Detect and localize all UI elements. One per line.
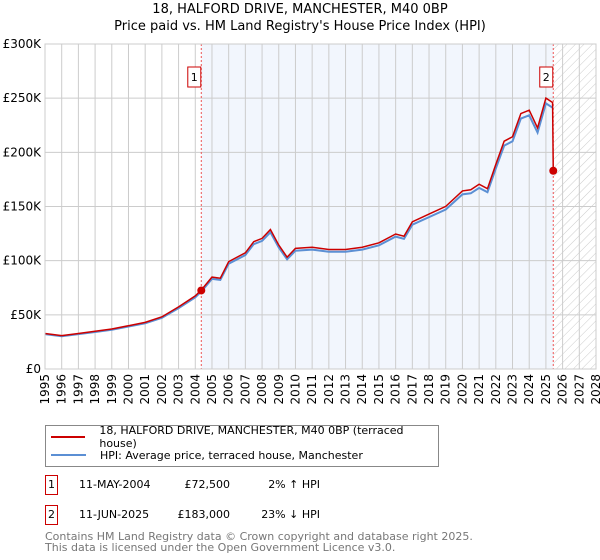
x-tick-label: 2013 xyxy=(339,374,353,405)
sale-date: 11-MAY-2004 xyxy=(79,478,151,491)
x-tick-label: 2004 xyxy=(188,374,202,405)
sale-hpi-diff: 23% ↓ HPI xyxy=(261,508,320,521)
x-tick-label: 2017 xyxy=(405,374,419,405)
x-tick-label: 2008 xyxy=(255,374,269,405)
x-tick-label: 2024 xyxy=(522,374,536,405)
y-tick-label: £0 xyxy=(26,362,41,376)
y-tick-label: £300K xyxy=(3,37,43,51)
sale-marker-badge: 1 xyxy=(45,475,58,495)
legend-item-property: 18, HALFORD DRIVE, MANCHESTER, M40 0BP (… xyxy=(46,424,438,450)
x-tick-label: 2023 xyxy=(506,374,520,405)
legend-swatch-blue xyxy=(51,454,86,456)
y-tick-label: £200K xyxy=(3,145,43,159)
x-tick-label: 2011 xyxy=(305,374,319,405)
x-tick-label: 1997 xyxy=(71,374,85,405)
sale-marker-badge: 2 xyxy=(45,505,58,525)
sale-price: £183,000 xyxy=(177,508,231,521)
x-tick-label: 2025 xyxy=(539,374,553,405)
y-tick-label: £150K xyxy=(3,200,43,214)
sale-row-2: 2 11-JUN-2025 £183,000 23% ↓ HPI xyxy=(0,505,600,525)
x-tick-label: 2022 xyxy=(489,374,503,405)
x-tick-label: 2007 xyxy=(238,374,252,405)
sale-label: 2 xyxy=(543,71,550,84)
property-line xyxy=(44,96,555,337)
sale-label-box xyxy=(539,66,554,88)
x-tick-label: 2010 xyxy=(288,374,302,405)
x-tick-label: 2028 xyxy=(589,374,600,405)
sale-point xyxy=(197,286,206,295)
x-tick-label: 2001 xyxy=(138,374,152,405)
y-tick-label: £250K xyxy=(3,91,43,105)
sale-label: 1 xyxy=(191,71,198,84)
x-tick-label: 2006 xyxy=(222,374,236,405)
x-tick-label: 2020 xyxy=(455,374,469,405)
hpi-line xyxy=(44,101,554,338)
x-tick-label: 1996 xyxy=(55,374,69,405)
sale-date: 11-JUN-2025 xyxy=(79,508,150,521)
legend-swatch-red xyxy=(51,436,86,438)
x-tick-label: 2016 xyxy=(389,374,403,405)
x-tick-label: 2012 xyxy=(322,374,336,405)
sale-price: £72,500 xyxy=(184,478,231,491)
x-tick-label: 1998 xyxy=(88,374,102,405)
x-tick-label: 2018 xyxy=(422,374,436,405)
y-tick-label: £50K xyxy=(10,308,42,322)
sale-point xyxy=(549,166,558,175)
plot-border xyxy=(44,43,597,370)
x-tick-label: 2027 xyxy=(572,374,586,405)
x-tick-label: 2014 xyxy=(355,374,369,405)
sale-hpi-diff: 2% ↑ HPI xyxy=(268,478,320,491)
legend-item-hpi: HPI: Average price, terraced house, Manc… xyxy=(46,447,363,463)
x-tick-label: 2005 xyxy=(205,374,219,405)
x-tick-label: 1999 xyxy=(105,374,119,405)
x-tick-label: 2015 xyxy=(372,374,386,405)
x-tick-label: 2003 xyxy=(172,374,186,405)
x-tick-label: 2021 xyxy=(472,374,486,405)
y-tick-label: £100K xyxy=(3,254,43,268)
x-tick-label: 2000 xyxy=(121,374,135,405)
x-tick-label: 2002 xyxy=(155,374,169,405)
legend: 18, HALFORD DRIVE, MANCHESTER, M40 0BP (… xyxy=(45,424,439,467)
x-tick-label: 2019 xyxy=(439,374,453,405)
x-tick-label: 1995 xyxy=(38,374,52,405)
sale-label-box xyxy=(187,66,202,88)
chart-title: 18, HALFORD DRIVE, MANCHESTER, M40 0BP xyxy=(152,2,448,17)
footer: Contains HM Land Registry data © Crown c… xyxy=(45,530,473,554)
plot-area: 1995 1996 1997 1998 1999 2000 2001 2002 2003 2004… xyxy=(3,37,600,405)
sale-row-1: 1 11-MAY-2004 £72,500 2% ↑ HPI xyxy=(0,475,600,495)
chart-subtitle: Price paid vs. HM Land Registry's House … xyxy=(114,19,486,34)
x-tick-label: 2009 xyxy=(272,374,286,405)
x-tick-label: 2026 xyxy=(556,374,570,405)
